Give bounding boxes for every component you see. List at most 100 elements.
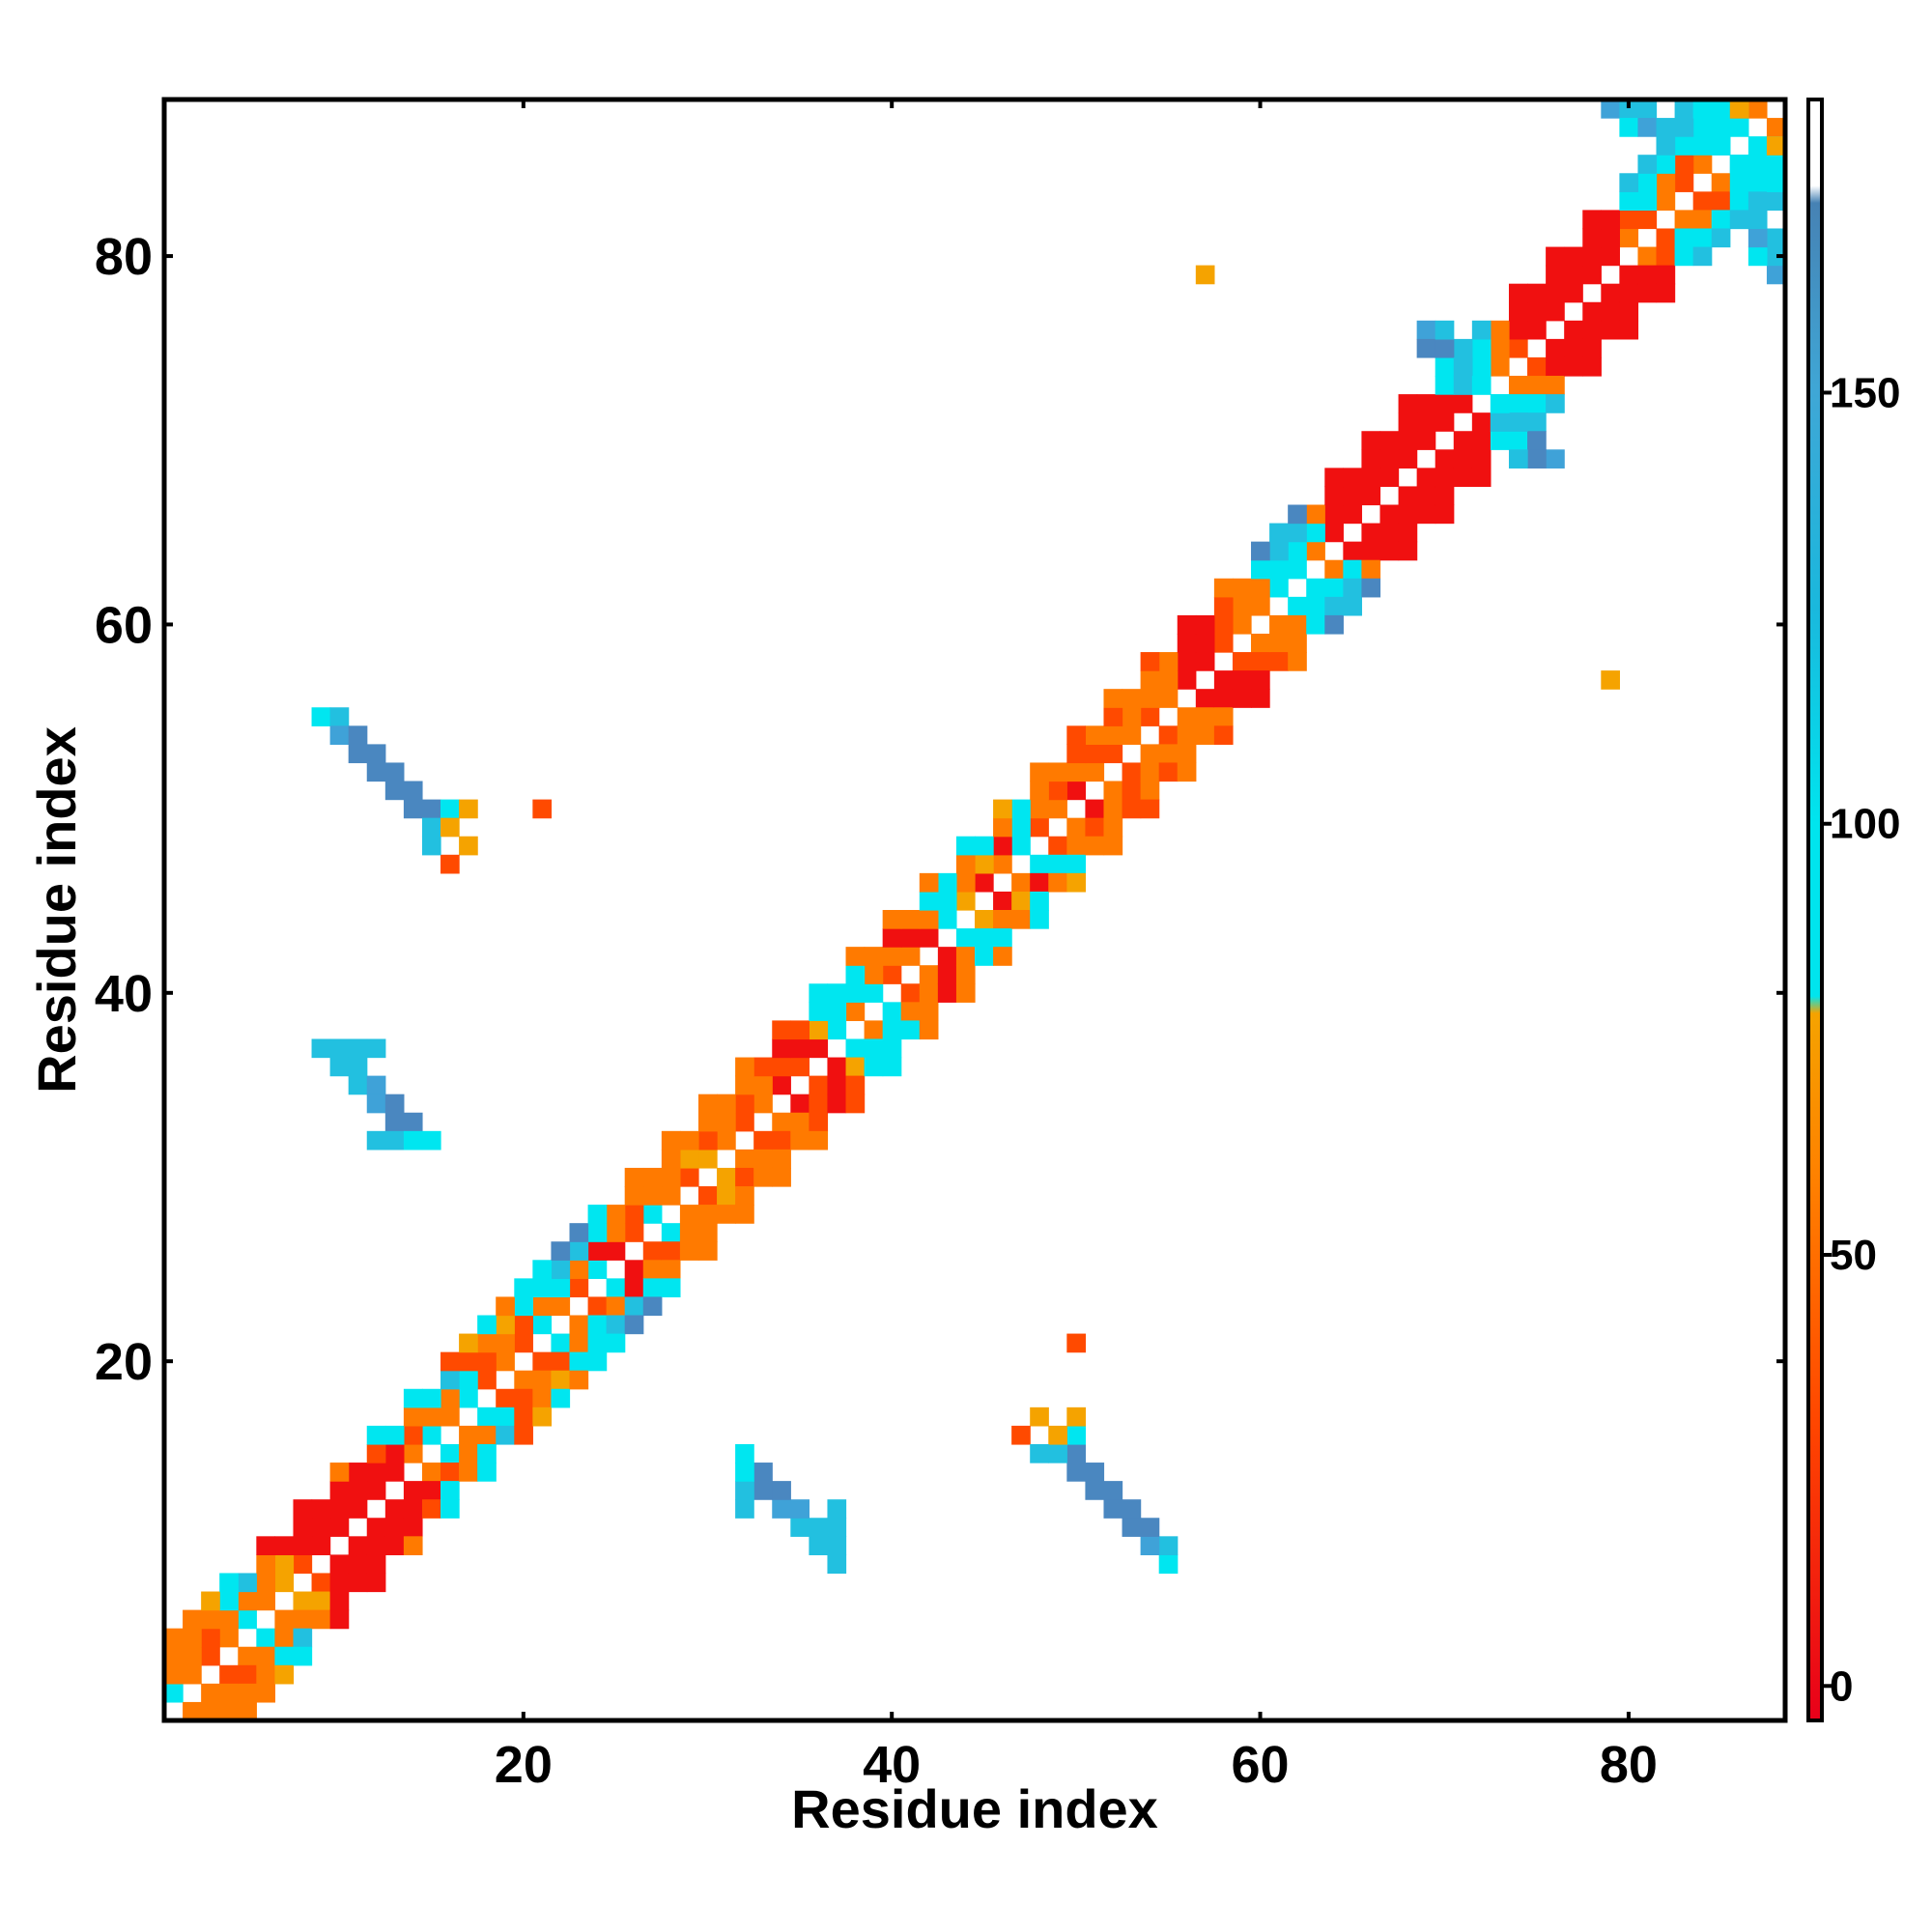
heatmap-cell [1619,228,1639,248]
heatmap-cell [975,836,994,856]
heatmap-cell [1619,173,1639,192]
heatmap-cell [477,1333,497,1353]
heatmap-cell [1269,559,1289,580]
heatmap-cell [1066,781,1087,801]
heatmap-cell [955,965,976,984]
heatmap-cell [937,983,957,1003]
heatmap-cell [1637,246,1658,267]
heatmap-cell [1674,118,1694,137]
heatmap-cell [1269,541,1289,561]
heatmap-cell [1471,412,1492,432]
heatmap-cell [845,1094,866,1114]
heatmap-cell [697,1186,718,1206]
heatmap-cell [1140,670,1160,690]
heatmap-cell [900,983,921,1003]
heatmap-cell [164,1683,184,1703]
heatmap-cell [1527,412,1547,432]
heatmap-cell [1601,99,1620,119]
heatmap-cell [256,1573,276,1593]
heatmap-cell [421,836,441,856]
heatmap-cell [1066,762,1087,782]
colorbar-tick-label: 100 [1830,801,1900,848]
heatmap-cell [1508,449,1528,469]
heatmap-cell [348,1075,368,1095]
heatmap-cell [1011,910,1031,929]
heatmap-cell [1656,246,1676,267]
heatmap-cell [569,1370,589,1390]
heatmap-cell [440,817,460,838]
heatmap-cell [1269,652,1289,671]
heatmap-cell [1324,523,1344,543]
heatmap-cell [1656,283,1676,303]
x-tick-label: 40 [863,1736,921,1794]
heatmap-cell [1546,394,1565,413]
heatmap-cell [421,1463,441,1482]
heatmap-cell [532,1315,553,1335]
heatmap-cell [532,1370,553,1390]
heatmap-cell [1011,891,1031,911]
heatmap-cell [1508,394,1528,413]
heatmap-cell [256,1536,276,1555]
heatmap-cell [1416,412,1436,432]
heatmap-cell [1140,707,1160,726]
heatmap-cell [900,947,921,966]
heatmap-cell [1288,504,1307,525]
heatmap-cell [459,1463,478,1482]
heatmap-cell [1674,228,1694,248]
heatmap-cell [293,1554,313,1575]
heatmap-cell [809,1075,829,1095]
heatmap-cell [1195,689,1215,708]
heatmap-cell [735,1205,754,1224]
heatmap-cell [1122,725,1142,745]
heatmap-cell [1232,689,1252,708]
heatmap-cell [532,1278,553,1298]
heatmap-cell [1213,633,1234,653]
heatmap-cell [403,1499,423,1519]
heatmap-cell [697,1112,718,1132]
heatmap-cell [772,1020,791,1040]
heatmap-cell [551,1333,571,1353]
heatmap-cell [1030,891,1049,911]
y-tick-label: 60 [95,596,153,654]
heatmap-cell [642,1205,663,1224]
heatmap-cell [642,1186,663,1206]
heatmap-cell [993,891,1012,911]
heatmap-cell [1471,356,1492,377]
heatmap-cell [238,1701,257,1721]
colorbar-tick-label: 0 [1830,1662,1853,1710]
heatmap-cell [882,1057,902,1077]
heatmap-cell [477,1425,497,1445]
heatmap-cell [1030,799,1049,819]
heatmap-cell [256,1628,276,1648]
heatmap-cell [348,1481,368,1500]
heatmap-cell [1637,155,1658,174]
heatmap-cell [293,1518,313,1537]
heatmap-cell [274,1628,295,1648]
heatmap-cell [440,1463,460,1482]
heatmap-cell [551,1388,571,1408]
heatmap-cell [551,1351,571,1372]
heatmap-cell [459,1443,478,1463]
heatmap-cell [1103,817,1123,838]
heatmap-cell [827,1536,847,1555]
heatmap-cell [606,1315,626,1335]
heatmap-cell [735,1167,754,1187]
colorbar-tick-label: 150 [1830,369,1900,416]
heatmap-cell [293,1536,313,1555]
heatmap-cell [1637,191,1658,212]
heatmap-cell [864,965,884,984]
heatmap-cell [1158,744,1179,764]
heatmap-cell [1122,689,1142,708]
heatmap-cell [219,1609,239,1630]
heatmap-cell [772,1481,791,1500]
heatmap-cell [514,1296,533,1317]
heatmap-cell [1103,1499,1123,1519]
heatmap-cell [1158,762,1179,782]
heatmap-cell [459,1425,478,1445]
heatmap-cell [624,1296,644,1317]
heatmap-cell [384,1112,405,1132]
heatmap-cell [1564,246,1583,267]
heatmap-cell [772,1075,791,1095]
heatmap-cell [1066,1333,1087,1353]
heatmap-cell [1251,633,1270,653]
